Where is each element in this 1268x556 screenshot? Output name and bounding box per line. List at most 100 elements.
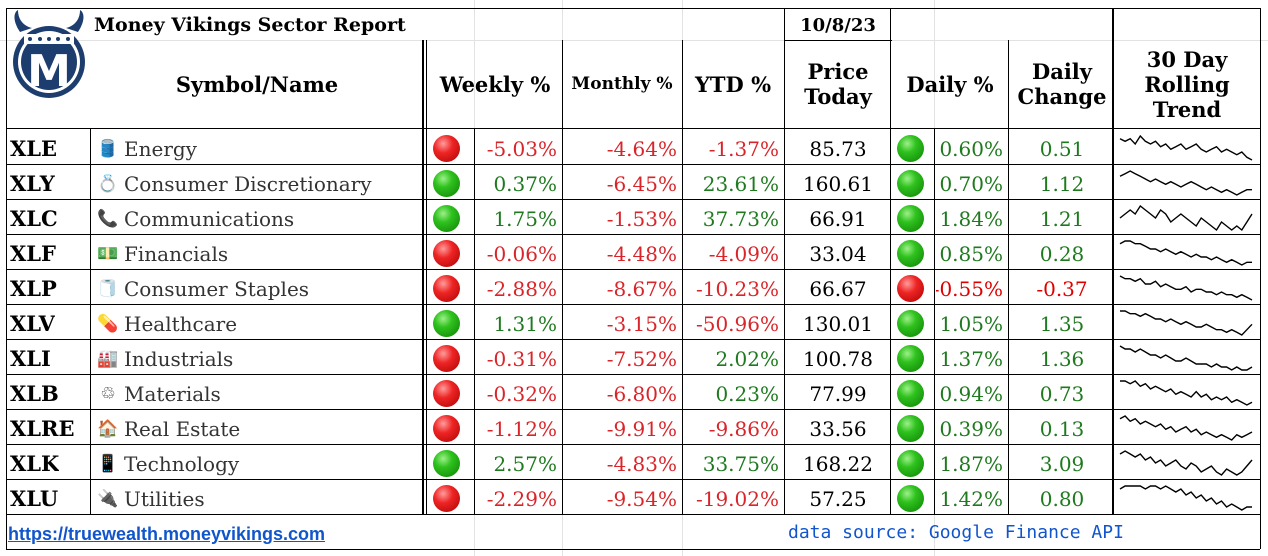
symbol-cell: XLF [10,241,56,266]
trend-line [1119,204,1253,232]
table-row: XLY 💍 Consumer Discretionary 0.37% -6.45% 23.… [0,166,1268,201]
border-line [6,304,1260,305]
price-cell: 130.01 [803,311,873,336]
daily-pct-cell: 1.87% [939,451,1003,476]
border-line [6,164,1260,165]
header-weekly: Weekly % [439,71,551,97]
daily-change-cell: 1.21 [1039,206,1085,231]
sector-name: Technology [124,451,240,476]
header-daily-change-line2: Change [1017,84,1107,109]
sector-name-cell: 🛢️ Energy [96,131,426,166]
border-line [934,128,935,514]
symbol-cell: XLK [10,451,60,476]
sector-name: Consumer Staples [124,276,310,301]
sector-name: Energy [124,136,197,161]
weekly-cell: 2.57% [493,451,557,476]
daily-status-dot [897,415,924,442]
daily-pct-cell: 0.39% [939,416,1003,441]
header-monthly: Monthly % [571,73,673,94]
weekly-cell: -0.32% [486,381,557,406]
daily-pct-cell: 1.84% [939,206,1003,231]
trend-sparkline [1119,134,1253,161]
header-daily-change: Daily Change [1010,40,1114,128]
price-cell: 57.25 [809,486,867,511]
daily-change-cell: 0.28 [1039,241,1085,266]
sector-name: Industrials [124,346,234,371]
weekly-status-dot [433,380,460,407]
border-line [6,479,1260,480]
price-cell: 168.22 [803,451,873,476]
monthly-cell: -4.48% [606,241,677,266]
pill-icon: 💊 [97,313,119,334]
border-line [6,549,1260,550]
border-line [474,128,475,514]
border-line [6,444,1260,445]
table-row: XLB ♲ Materials -0.32% -6.80% 0.23% 77.99 0.94%… [0,376,1268,411]
table-row: XLI 🏭 Industrials -0.31% -7.52% 2.02% 100.78 1.… [0,341,1268,376]
table-row: XLP 🧻 Consumer Staples -2.88% -8.67% -10.23% 6… [0,271,1268,306]
daily-pct-cell: 0.94% [939,381,1003,406]
trend-line [1119,345,1253,371]
house-icon: 🏠 [97,418,119,439]
daily-change-cell: 1.36 [1039,346,1085,371]
price-cell: 160.61 [803,171,873,196]
money-icon: 💵 [97,243,119,264]
weekly-status-dot [433,135,460,162]
weekly-status-dot [433,170,460,197]
weekly-status-dot [433,205,460,232]
monthly-cell: -6.80% [606,381,677,406]
website-link[interactable]: https://truewealth.moneyvikings.com [8,524,326,544]
daily-change-cell: 0.51 [1039,136,1085,161]
gridline [0,40,1268,41]
weekly-cell: -2.29% [486,486,557,511]
factory-icon: 🏭 [97,348,119,369]
weekly-cell: -0.06% [486,241,557,266]
sector-name: Materials [124,381,221,406]
trend-sparkline [1119,485,1252,511]
trend-line [1119,275,1253,301]
monthly-cell: -1.53% [606,206,677,231]
ytd-cell: 0.23% [715,381,779,406]
border-line [90,128,91,514]
weekly-status-dot [433,415,460,442]
weekly-status-dot [433,485,460,512]
table-row: XLU 🔌 Utilities -2.29% -9.54% -19.02% 57.25 1.4… [0,481,1268,516]
daily-pct-cell: 0.60% [939,136,1003,161]
sector-name-cell: 📱 Technology [96,446,426,481]
money-vikings-logo: M [13,10,85,98]
sector-name-cell: 🧻 Consumer Staples [96,271,426,306]
daily-status-dot [897,345,924,372]
trend-line [1119,134,1253,161]
border-line [6,128,1260,129]
border-line [422,40,424,514]
table-row: XLRE 🏠 Real Estate -1.12% -9.91% -9.86% 33.56 0… [0,411,1268,446]
sector-name-cell: 💊 Healthcare [96,306,426,341]
daily-status-dot [897,380,924,407]
border-line [6,339,1260,340]
border-line [6,234,1260,235]
header-trend-line2: Rolling [1144,71,1230,97]
weekly-cell: 0.37% [493,171,557,196]
daily-pct-cell: -0.55% [936,276,1003,301]
header-trend: 30 Day Rolling Trend [1114,40,1260,128]
symbol-cell: XLV [10,311,55,336]
trend-line [1119,240,1252,266]
monthly-cell: -9.54% [606,486,677,511]
symbol-cell: XLI [10,346,51,371]
daily-change-cell: 0.73 [1039,381,1085,406]
header-ytd: YTD % [694,71,772,97]
monthly-cell: -9.91% [606,416,677,441]
monthly-cell: -7.52% [606,346,677,371]
price-cell: 66.91 [809,206,867,231]
ytd-cell: -19.02% [695,486,779,511]
daily-pct-cell: 1.42% [939,486,1003,511]
weekly-status-dot [433,275,460,302]
weekly-cell: -0.31% [486,346,557,371]
header-daily-pct: Daily % [906,71,994,97]
price-cell: 77.99 [809,381,867,406]
table-row: XLV 💊 Healthcare 1.31% -3.15% -50.96% 130.01 1.… [0,306,1268,341]
ring-icon: 💍 [97,173,119,194]
trend-sparkline [1119,450,1253,476]
monthly-cell: -4.83% [606,451,677,476]
